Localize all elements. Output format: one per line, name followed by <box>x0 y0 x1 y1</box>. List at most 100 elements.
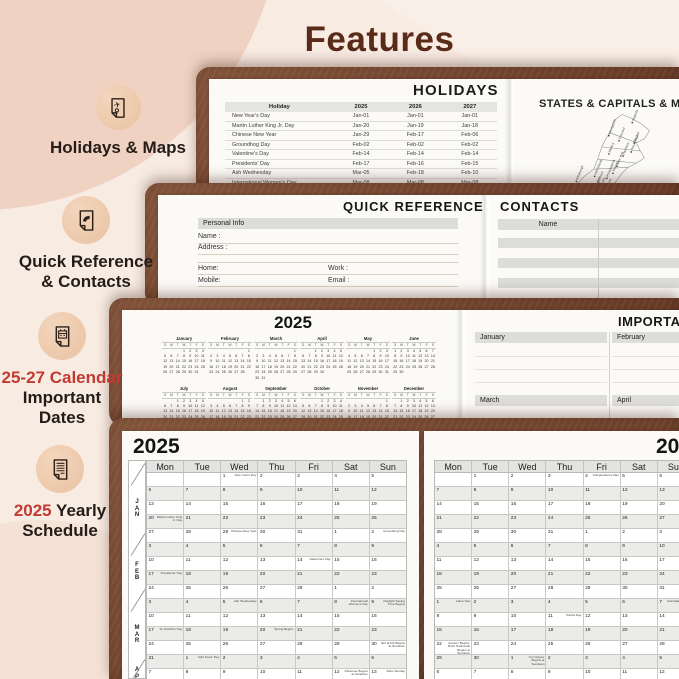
sidebar-label-line: Schedule <box>0 521 140 541</box>
day-number: 25 <box>185 585 191 591</box>
day-cell: 5 <box>620 473 658 487</box>
day-cell: 21 <box>295 627 333 641</box>
day-cell: 18 <box>184 571 222 585</box>
day-cell: 2 <box>221 655 259 669</box>
mini-day: 12 <box>353 359 358 364</box>
mini-day: 5 <box>366 404 369 409</box>
holiday-row: New Year's Day Jan-01 Jan-01 Jan-01 <box>225 112 497 122</box>
mini-day: 23 <box>319 364 324 369</box>
day-cell: 6 <box>258 543 296 557</box>
day-cell: 6 <box>657 473 679 487</box>
day-cell: 13 <box>620 613 658 627</box>
weekday-letter: S <box>339 393 342 398</box>
weekday-letter: T <box>360 393 363 398</box>
weekday-letter: F <box>195 393 198 398</box>
writing-line <box>475 382 607 383</box>
day-number: 10 <box>259 669 266 675</box>
mini-day: 25 <box>418 414 423 419</box>
holiday-row: Valentine's Day Feb-14 Feb-14 Feb-14 <box>225 149 497 160</box>
mini-day: 19 <box>365 414 370 419</box>
week-row: 11 12 13 14 15 16 17 <box>435 557 679 571</box>
day-number: 27 <box>148 529 154 535</box>
day-cell: 9 <box>221 669 259 679</box>
mini-day: 5 <box>425 398 428 403</box>
holiday-name: Groundhog Day <box>225 140 334 150</box>
email-field: Email : <box>328 277 458 287</box>
mini-day: 12 <box>200 404 205 409</box>
mini-day: 28 <box>365 370 370 375</box>
month-letter: F <box>135 562 139 568</box>
day-cell: 9 Daylight Saving Time Begins <box>369 599 406 613</box>
mini-day: 18 <box>280 409 285 414</box>
mini-day: 21 <box>240 364 245 369</box>
day-cell: 21 <box>295 571 333 585</box>
mini-day: 14 <box>378 409 383 414</box>
day-cell: 22 <box>332 571 370 585</box>
day-cell: 12 <box>369 487 406 501</box>
mini-week: 12 13 14 15 16 17 18 <box>162 359 206 364</box>
day-cell: 12 <box>620 487 658 501</box>
day-number: 3 <box>148 599 152 605</box>
mini-day: 29 <box>372 370 377 375</box>
weekday-letter: S <box>247 343 250 347</box>
day-cell: 28 <box>657 641 679 655</box>
mini-day: 5 <box>339 348 342 353</box>
mini-week: 13 14 15 16 17 18 19 <box>162 409 206 414</box>
mini-day: 16 <box>319 359 324 364</box>
mini-day: 20 <box>359 364 364 369</box>
day-number: 23 <box>371 571 377 577</box>
mini-day: 14 <box>234 409 239 414</box>
day-cell: 20 Martin Luther King Jr. Day <box>147 515 185 529</box>
day-number: 1 <box>334 529 337 535</box>
weekday-letter: T <box>406 393 409 398</box>
day-cell: 16 <box>258 501 296 515</box>
mini-day: 2 <box>210 354 213 358</box>
holiday-label: Presidents' Day <box>160 571 183 575</box>
mini-day: 4 <box>360 404 363 409</box>
day-cell: 15 <box>221 501 259 515</box>
day-cell: 25 <box>184 641 222 655</box>
sidebar-label: 25-27 Calendar Important Dates <box>0 368 142 428</box>
day-cell: 9 <box>509 487 547 501</box>
week-row: 28 29 30 31 1 2 3 <box>435 529 679 543</box>
day-cell: 3 <box>147 543 185 557</box>
day-cell: 16 <box>509 501 547 515</box>
holiday-date: Feb-02 <box>442 140 497 150</box>
weekday-letter: W <box>182 393 186 398</box>
day-cell: 2 <box>472 599 510 613</box>
svg-text:Pittsburgh: Pittsburgh <box>575 165 585 181</box>
day-cell: 10 <box>657 543 679 557</box>
day-cell: 7 <box>184 487 222 501</box>
mini-day: 11 <box>359 409 364 414</box>
day-number: 31 <box>297 529 303 535</box>
mini-day: 16 <box>188 359 193 364</box>
mini-day: 10 <box>405 354 410 358</box>
day-cell: 4 <box>184 543 222 557</box>
mini-day: 13 <box>430 404 435 409</box>
week-row: 8 9 10 11 Patriot Day 12 13 14 <box>435 613 679 627</box>
holiday-label: Valentine's Day <box>309 557 331 561</box>
day-cell: 6 <box>258 599 296 613</box>
weekday-letter: W <box>228 343 232 347</box>
holiday-label: Daylight Saving Time Begins <box>383 599 405 607</box>
weekday-letter: S <box>247 393 250 398</box>
mini-day: 9 <box>182 404 185 409</box>
weekday-letter: S <box>394 393 397 398</box>
mini-day: 3 <box>216 354 219 358</box>
day-number: 5 <box>473 543 477 549</box>
sidebar-label-line: Quick Reference <box>6 252 166 272</box>
mini-day: 16 <box>181 409 186 414</box>
day-cell: 15 <box>583 557 621 571</box>
holiday-name: Chinese New Year <box>225 130 334 141</box>
week-row: 20 Martin Luther King Jr. Day 21 22 23 24 25 26 <box>147 515 406 529</box>
mini-day: 12 <box>418 354 423 358</box>
svg-text:Trenton: Trenton <box>611 160 619 173</box>
day-cell: 29 <box>332 641 370 655</box>
day-cell: 29 Chinese New Year <box>221 529 259 543</box>
contacts-column-divider <box>598 219 599 299</box>
day-cell: 9 <box>620 543 658 557</box>
day-number: 22 <box>334 627 340 633</box>
mini-day: 11 <box>215 409 220 414</box>
